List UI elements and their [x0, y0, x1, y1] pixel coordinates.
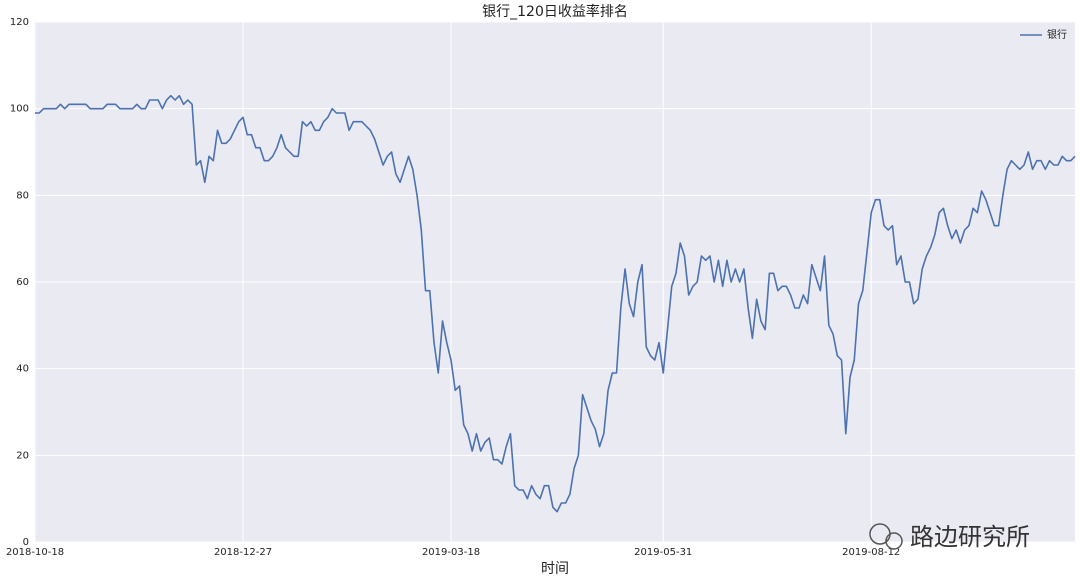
y-tick-label: 100 [10, 104, 29, 115]
legend-label: 银行 [1047, 28, 1067, 41]
icon-bubble [885, 532, 903, 550]
y-tick-label: 40 [16, 364, 29, 375]
watermark: 路边研究所 [910, 523, 1030, 551]
x-tick-label: 2018-10-18 [6, 547, 64, 558]
data-line [35, 94, 1076, 513]
watermark-icon [869, 523, 903, 550]
y-tick-label: 120 [10, 17, 29, 28]
y-tick-label: 80 [16, 190, 29, 201]
x-tick-label: 2019-05-31 [634, 547, 692, 558]
grid [34, 21, 1075, 543]
x-tick-label: 2019-08-12 [842, 547, 900, 558]
y-tick-label: 20 [16, 450, 29, 461]
x-tick-label: 2018-12-27 [214, 547, 272, 558]
x-axis-label: 时间 [541, 561, 569, 577]
y-tick-label: 0 [23, 537, 29, 548]
y-tick-label: 60 [16, 277, 29, 288]
chart-title: 银行_120日收益率排名 [482, 3, 628, 20]
x-tick-label: 2019-03-18 [422, 547, 480, 558]
